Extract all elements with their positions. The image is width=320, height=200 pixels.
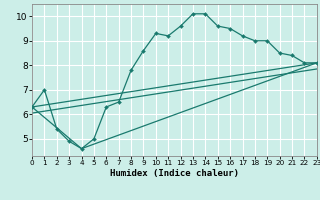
X-axis label: Humidex (Indice chaleur): Humidex (Indice chaleur) [110,169,239,178]
